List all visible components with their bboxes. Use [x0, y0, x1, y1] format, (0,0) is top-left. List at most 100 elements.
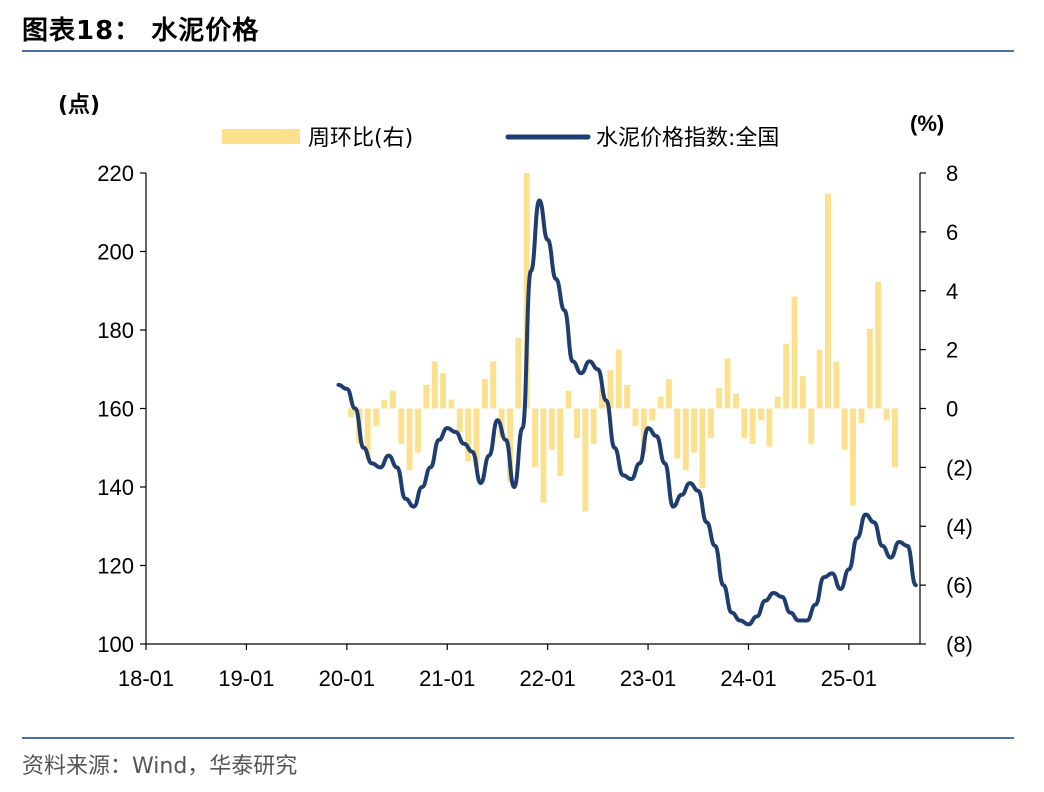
bar-50: [766, 408, 773, 447]
left-tick-label-2: 140: [97, 475, 134, 500]
x-tick-label-1: 19-01: [218, 666, 274, 691]
bar-14: [465, 408, 472, 462]
weekly-change-bars: [348, 173, 898, 512]
bar-19: [507, 408, 513, 483]
bar-39: [674, 408, 681, 459]
cement-price-chart: 100 120 140 160 180 200 220 (8) (6) (4) (2) 0 2 4 6 8 18…: [58, 92, 973, 691]
bar-3: [373, 408, 380, 427]
legend-line-label: 水泥价格指数:全国: [596, 126, 779, 151]
legend-bar-label: 周环比(右): [308, 126, 413, 151]
cement-index-line: [336, 198, 918, 627]
bar-33: [624, 384, 631, 409]
bar-65: [892, 408, 898, 468]
x-tick-label-4: 22-01: [520, 666, 576, 691]
bar-58: [833, 361, 840, 409]
bar-55: [808, 408, 815, 444]
bar-52: [783, 343, 790, 409]
bar-41: [691, 408, 697, 453]
bar-22: [532, 408, 539, 468]
bar-56: [816, 349, 823, 409]
bar-8: [415, 408, 421, 453]
bar-48: [749, 408, 756, 444]
right-tick-label-6: 4: [946, 279, 958, 304]
bar-54: [799, 376, 806, 409]
right-tick-label-5: 2: [946, 338, 958, 363]
right-tick-label-1: (6): [946, 573, 973, 598]
bar-31: [607, 370, 614, 409]
x-tick-label-6: 24-01: [720, 666, 776, 691]
bar-9: [423, 384, 430, 409]
right-tick-label-3: (2): [946, 455, 973, 480]
x-tick-label-5: 23-01: [620, 666, 676, 691]
bar-28: [582, 408, 589, 512]
bar-25: [557, 408, 564, 477]
bar-57: [825, 193, 831, 409]
left-tick-label-3: 160: [97, 397, 134, 422]
bar-49: [758, 408, 764, 421]
bar-59: [841, 408, 848, 450]
source-note: 资料来源：Wind，华泰研究: [22, 754, 298, 779]
bar-4: [381, 399, 388, 409]
bar-15: [473, 408, 480, 468]
right-tick-label-2: (4): [946, 514, 973, 539]
bar-32: [615, 349, 622, 409]
bar-63: [875, 281, 882, 409]
bar-61: [858, 408, 865, 424]
bar-35: [640, 408, 647, 453]
bar-45: [724, 358, 731, 409]
bar-12: [448, 399, 455, 409]
left-tick-label-6: 220: [97, 161, 134, 186]
bar-37: [657, 396, 664, 409]
figure-title: 图表18： 水泥价格: [22, 16, 260, 46]
bar-5: [389, 390, 396, 409]
x-tick-label-2: 20-01: [319, 666, 375, 691]
right-tick-label-4: 0: [946, 397, 958, 422]
x-tick-label-0: 18-01: [118, 666, 174, 691]
bar-38: [666, 379, 672, 409]
bar-11: [440, 373, 446, 409]
bar-60: [850, 408, 856, 506]
bar-16: [482, 379, 488, 409]
bar-29: [590, 408, 597, 444]
left-tick-label-4: 180: [97, 318, 134, 343]
bar-23: [540, 408, 547, 503]
bar-30: [599, 387, 605, 409]
title-rule: [22, 50, 1014, 52]
bar-40: [682, 408, 689, 471]
bar-13: [456, 408, 463, 432]
bar-64: [883, 408, 890, 421]
bar-34: [632, 408, 639, 427]
bar-0: [348, 408, 354, 418]
axes: [140, 172, 926, 650]
left-tick-label-1: 120: [97, 554, 134, 579]
bar-47: [741, 408, 748, 438]
tick-labels: 100 120 140 160 180 200 220 (8) (6) (4) (2) 0 2 4 6 8 18…: [97, 161, 973, 691]
x-tick-label-3: 21-01: [419, 666, 475, 691]
right-tick-label-7: 6: [946, 220, 958, 245]
right-unit-label: (%): [910, 111, 944, 136]
bar-62: [866, 329, 873, 409]
left-tick-label-5: 200: [97, 240, 134, 265]
bar-24: [548, 408, 555, 450]
legend-bar-swatch: [222, 129, 300, 144]
bar-42: [699, 408, 706, 488]
right-tick-label-8: 8: [946, 161, 958, 186]
x-tick-label-7: 25-01: [821, 666, 877, 691]
bar-10: [431, 361, 438, 409]
bar-44: [716, 387, 723, 409]
bar-2: [364, 408, 371, 459]
bar-53: [791, 296, 798, 409]
right-tick-label-0: (8): [946, 632, 973, 657]
left-unit-label: (点): [58, 92, 100, 118]
bar-46: [733, 393, 739, 409]
bar-26: [565, 390, 572, 409]
footer-rule: [22, 737, 1014, 739]
left-tick-label-0: 100: [97, 632, 134, 657]
bar-36: [649, 408, 656, 421]
bar-51: [774, 396, 781, 409]
bar-7: [406, 408, 413, 471]
legend: 周环比(右) 水泥价格指数:全国: [222, 126, 779, 151]
bar-6: [398, 408, 405, 444]
bar-17: [490, 361, 497, 409]
